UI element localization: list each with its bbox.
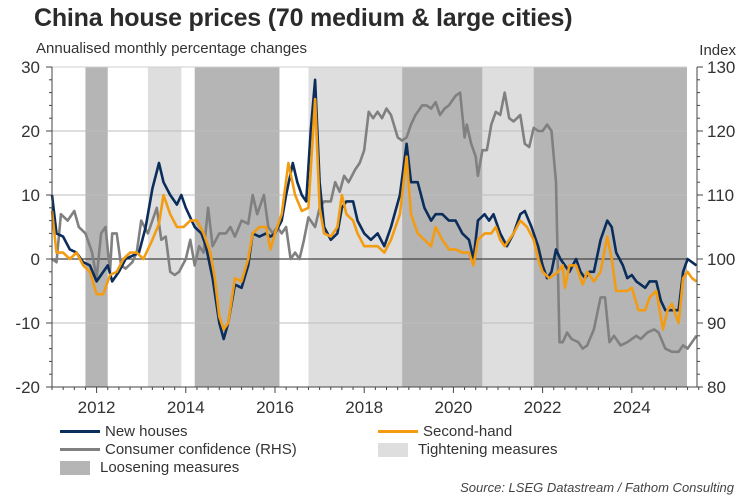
right-axis-label: Index — [699, 42, 736, 59]
series-line-new-houses — [50, 78, 698, 341]
x-tick-label: 2014 — [167, 398, 205, 417]
x-tick-label: 2016 — [256, 398, 294, 417]
source-note: Source: LSEG Datastream / Fathom Consult… — [460, 480, 734, 495]
y-tick-label: 20 — [21, 122, 40, 141]
legend-label-tightening: Tightening measures — [418, 441, 558, 458]
legend-swatch-loosening — [60, 460, 90, 475]
y-tick-label: 30 — [21, 58, 40, 77]
band-loosening — [85, 67, 108, 387]
y2-tick-label: 120 — [707, 122, 735, 141]
y2-tick-label: 110 — [707, 186, 734, 205]
axes: -20 -10 0 10 20 30 80 90 100 110 120 130 2012 2014 201… — [15, 58, 735, 417]
y2-tick-label: 100 — [707, 250, 735, 269]
legend-swatch-second-hand — [378, 430, 418, 433]
legend-item-loosening: Loosening measures — [60, 459, 239, 476]
y-tick-label: 10 — [21, 186, 40, 205]
x-tick-label: 2022 — [524, 398, 562, 417]
x-tick-label: 2018 — [345, 398, 383, 417]
legend-label-consumer-confidence: Consumer confidence (RHS) — [105, 441, 297, 458]
chart-subtitle: Annualised monthly percentage changes — [36, 40, 308, 57]
chart-title: China house prices (70 medium & large ci… — [34, 4, 573, 32]
legend-label-new-houses: New houses — [105, 423, 188, 440]
y-tick-label: -20 — [15, 378, 40, 397]
legend-item-tightening: Tightening measures — [378, 441, 558, 458]
legend-swatch-consumer-confidence — [60, 448, 100, 451]
gridlines — [52, 66, 687, 324]
y2-tick-label: 130 — [707, 58, 735, 77]
legend-label-second-hand: Second-hand — [423, 423, 513, 440]
y2-tick-label: 90 — [707, 314, 726, 333]
legend-item-new-houses: New houses — [60, 423, 188, 440]
y-tick-label: 0 — [31, 250, 40, 269]
legend-item-second-hand: Second-hand — [378, 423, 512, 440]
y-tick-label: -10 — [15, 314, 40, 333]
x-tick-label: 2020 — [434, 398, 472, 417]
series-line-consumer-confidence — [51, 91, 698, 354]
series-line-second-hand — [50, 97, 698, 331]
legend-item-consumer-confidence: Consumer confidence (RHS) — [60, 441, 297, 458]
x-tick-label: 2012 — [78, 398, 116, 417]
y2-tick-label: 80 — [707, 378, 726, 397]
series-lines — [50, 78, 698, 354]
legend-swatch-new-houses — [60, 430, 100, 433]
legend-label-loosening: Loosening measures — [100, 459, 240, 476]
x-tick-label: 2024 — [613, 398, 651, 417]
legend-swatch-tightening — [378, 442, 408, 457]
